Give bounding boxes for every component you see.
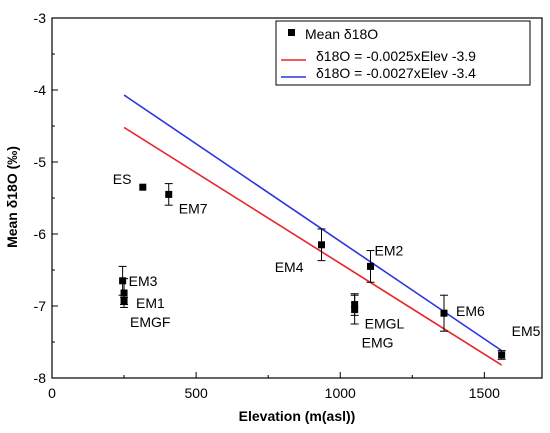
legend: Mean δ18O δ18O = -0.0025xElev -3.9 δ18O …	[275, 20, 531, 86]
point-label-emgl: EMGL	[365, 316, 405, 332]
legend-marker-mean	[288, 29, 295, 36]
data-point	[498, 351, 506, 359]
point-labels: ES EM7 EM3 EM1 EMGF EM4 EM2 EMGL EMG EM6 EM5	[113, 171, 541, 350]
x-tick-label: 1500	[469, 385, 500, 401]
data-point	[440, 309, 448, 317]
data-point	[367, 262, 374, 270]
point-label-em5: EM5	[512, 323, 541, 339]
legend-label-mean: Mean δ18O	[305, 26, 378, 42]
point-label-em7: EM7	[179, 200, 208, 216]
point-label-em2: EM2	[375, 242, 404, 258]
point-label-emgf: EMGF	[130, 314, 170, 330]
regression-line-blue	[123, 94, 503, 352]
point-label-es: ES	[113, 171, 132, 187]
legend-label-red: δ18O = -0.0025xElev -3.9	[316, 48, 476, 64]
data-points	[118, 183, 506, 360]
point-label-em4: EM4	[275, 259, 304, 275]
y-axis-title: Mean δ18O (‰)	[4, 146, 20, 248]
x-axis-title: Elevation (m(asl))	[239, 408, 356, 424]
axis-ticks: 0 500 1000 1500 -8 -7 -6 -5 -4 -3	[34, 10, 501, 401]
data-point	[120, 297, 128, 305]
y-tick-label: -3	[34, 10, 47, 26]
data-point	[165, 190, 173, 198]
y-tick-label: -7	[34, 298, 47, 314]
data-point	[139, 183, 147, 191]
data-point	[119, 277, 127, 285]
x-tick-label: 500	[184, 385, 208, 401]
y-tick-label: -5	[34, 154, 47, 170]
point-label-em1: EM1	[136, 295, 165, 311]
data-point	[351, 306, 359, 314]
y-tick-label: -8	[34, 370, 47, 386]
legend-box	[275, 20, 531, 86]
data-point	[318, 241, 325, 249]
y-tick-label: -6	[34, 226, 47, 242]
point-label-emg: EMG	[362, 335, 394, 351]
legend-label-blue: δ18O = -0.0027xElev -3.4	[316, 65, 476, 81]
x-tick-label: 0	[48, 385, 56, 401]
point-label-em6: EM6	[456, 303, 485, 319]
regression-lines	[123, 94, 503, 366]
point-label-em3: EM3	[129, 273, 158, 289]
regression-line-red	[123, 126, 503, 366]
data-point	[120, 289, 128, 297]
y-tick-label: -4	[34, 82, 47, 98]
x-tick-label: 1000	[325, 385, 356, 401]
